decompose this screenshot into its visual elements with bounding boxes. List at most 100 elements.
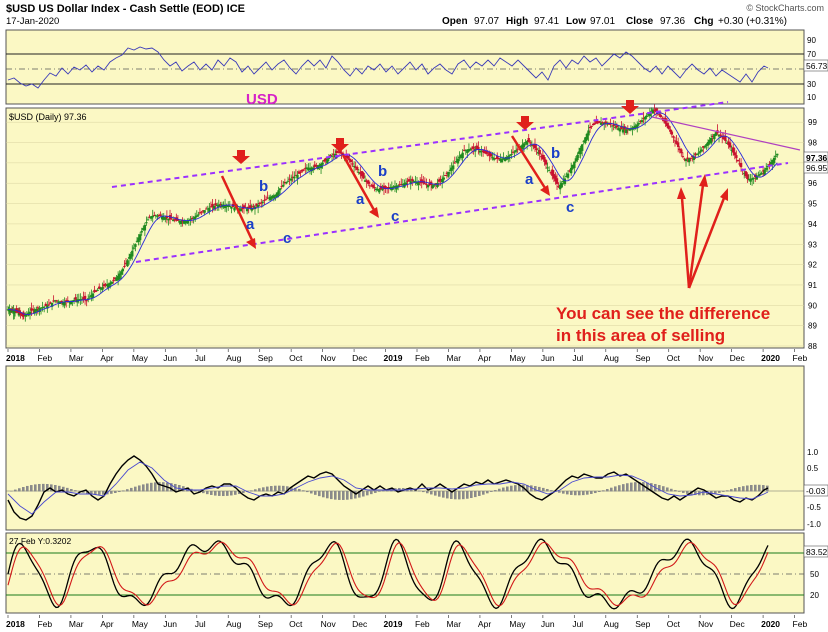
candle-body [164, 217, 167, 220]
macd-histogram-bar [258, 488, 261, 492]
candle-body [354, 166, 357, 168]
candle-body [79, 299, 82, 301]
candle-body [569, 167, 573, 174]
candle-body [278, 188, 282, 191]
macd-histogram-bar [202, 491, 205, 494]
macd-histogram-bar [38, 484, 41, 492]
moving-average-line [7, 112, 778, 315]
wave-label-b: b [378, 163, 387, 180]
emphasis-arrow [687, 197, 726, 289]
macd-histogram-bar [606, 488, 609, 492]
candle-body [57, 301, 60, 303]
macd-histogram-bar [286, 486, 289, 492]
annotation-line-1: You can see the difference [556, 304, 770, 323]
candle-body [200, 211, 203, 213]
decline-arrows [220, 135, 550, 249]
candle-body [450, 167, 453, 171]
wave-label-b: b [551, 145, 560, 162]
candle-body [20, 312, 23, 315]
candle-body [558, 184, 562, 190]
macd-histogram-bar [762, 485, 765, 492]
candle-body [189, 219, 192, 221]
candle-body [470, 147, 474, 149]
candle-body [266, 197, 269, 199]
x-tick-label: Oct [667, 353, 681, 363]
macd-histogram-bar [274, 485, 277, 492]
candle-body [349, 159, 353, 162]
candle-body [198, 212, 202, 214]
candle-body [35, 308, 38, 312]
ma-value-tag [803, 161, 828, 174]
price-tick-label: 90 [808, 301, 817, 310]
candle-body [459, 154, 463, 158]
candle-body [634, 125, 637, 129]
candle-body [294, 175, 298, 177]
candle-body [335, 150, 338, 153]
candle-body [743, 173, 746, 175]
macd-histogram-bar [474, 491, 477, 498]
candle-body [434, 183, 438, 185]
macd-value: -0.03 [806, 486, 826, 496]
candle-body [250, 207, 254, 211]
candle-body [636, 124, 639, 129]
candle-body [574, 158, 578, 162]
low-label: Low [566, 16, 586, 27]
candle-body [750, 178, 754, 180]
candle-body [703, 145, 707, 148]
candle-body [483, 150, 486, 153]
candle-body [230, 206, 233, 209]
candle-body [494, 157, 497, 159]
candle-body [223, 204, 227, 209]
x-tick-label: Jun [163, 353, 177, 363]
macd-histogram-bar [510, 485, 513, 492]
candle-body [535, 148, 538, 151]
x-tick-label: Aug [226, 619, 241, 629]
macd-histogram-bar [66, 487, 69, 492]
candle-body [516, 148, 519, 150]
price-tick-label: 99 [808, 118, 817, 127]
price-tick-label: 95 [808, 200, 817, 209]
candle-body [607, 123, 611, 125]
macd-histogram-bar [94, 491, 97, 495]
candle-body [228, 206, 232, 208]
down-arrow-icon [331, 138, 349, 152]
candle-body [758, 174, 762, 176]
candle-body [719, 134, 722, 136]
candle-body [137, 237, 140, 242]
x-tick-label: Dec [730, 353, 746, 363]
candle-body [654, 108, 658, 113]
candle-body [321, 162, 324, 165]
candle-body [272, 195, 276, 199]
candle-body [684, 159, 688, 162]
candle-body [61, 302, 65, 305]
channel-lower-line [135, 162, 789, 263]
macd-histogram-bar [110, 491, 113, 494]
candle-body [546, 167, 549, 169]
price-tick-label: 93 [808, 240, 817, 249]
arrow-head-icon [677, 187, 686, 199]
candle-body [20, 314, 24, 316]
candle-body [436, 182, 439, 188]
macd-histogram-bar [130, 487, 133, 492]
candle-body [547, 170, 551, 172]
macd-histogram-bar [410, 488, 413, 492]
macd-histogram-bar [502, 487, 505, 492]
candle-body [362, 172, 365, 179]
candle-body [453, 162, 456, 164]
candle-body [766, 166, 770, 168]
macd-histogram-bar [278, 485, 281, 492]
candle-body [83, 295, 87, 300]
candle-body [310, 167, 313, 172]
macd-histogram-bar [454, 491, 457, 500]
wave-label-b: b [259, 178, 268, 195]
x-tick-label: Jul [572, 353, 583, 363]
candle-body [192, 217, 195, 219]
x-tick-label: Mar [446, 353, 461, 363]
candle-body [700, 149, 703, 152]
candle-body [36, 307, 40, 309]
candle-body [182, 220, 186, 224]
candle-body [247, 206, 250, 209]
candle-body [60, 300, 63, 302]
candle-body [538, 150, 541, 155]
candle-body [381, 189, 384, 191]
